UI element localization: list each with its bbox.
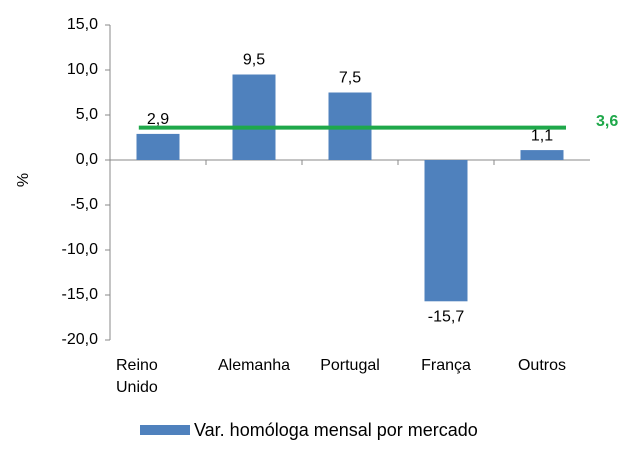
y-tick-label: 0,0 xyxy=(76,151,98,168)
data-label: -15,7 xyxy=(428,309,465,326)
x-tick-label: Alemanha xyxy=(218,357,290,374)
y-tick-label: 5,0 xyxy=(76,106,98,123)
bar xyxy=(520,150,564,160)
data-label: 2,9 xyxy=(147,111,169,128)
y-tick-label: -15,0 xyxy=(62,286,99,303)
data-label: 7,5 xyxy=(339,70,361,87)
x-tick-label: Reino Unido xyxy=(116,357,158,396)
x-tick-label: Outros xyxy=(518,357,566,374)
data-label: 9,5 xyxy=(243,52,265,69)
y-axis-label: % xyxy=(15,173,32,187)
data-label: 1,1 xyxy=(531,127,553,144)
bar xyxy=(136,133,180,160)
x-tick-label: Portugal xyxy=(320,357,380,374)
x-tick-label: França xyxy=(421,357,471,374)
y-tick-label: -10,0 xyxy=(62,241,99,258)
y-tick-label: 10,0 xyxy=(67,61,98,78)
legend-label: Var. homóloga mensal por mercado xyxy=(194,420,478,440)
bar xyxy=(232,74,276,160)
reference-label: 3,6 xyxy=(596,113,618,130)
y-tick-label: 15,0 xyxy=(67,16,98,33)
y-tick-label: -5,0 xyxy=(70,196,98,213)
y-tick-label: -20,0 xyxy=(62,331,99,348)
bar xyxy=(424,160,468,302)
legend-swatch xyxy=(140,425,190,435)
